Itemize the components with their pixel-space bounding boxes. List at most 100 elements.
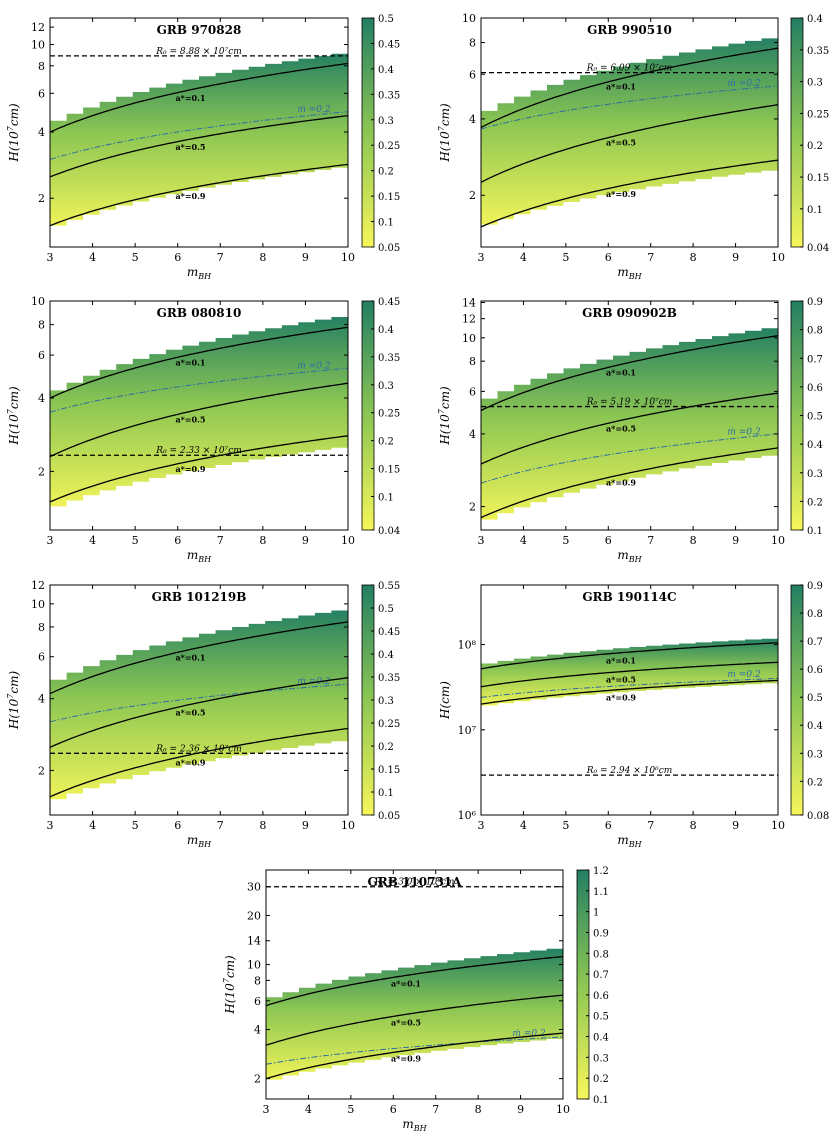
spin-label-3: a*=0.9 bbox=[606, 478, 636, 488]
colorbar-tick-label: 0.7 bbox=[807, 354, 823, 365]
panel-1: R₀ = 8.88 × 10⁷cm ṁ =0.2 a*=0.1 a*=0.5 a*=0.… bbox=[6, 14, 400, 281]
y-axis-label: H(107cm) bbox=[437, 386, 452, 446]
mdot-line bbox=[480, 85, 779, 130]
r0-label: R₀ = 6.09 × 10⁷cm bbox=[586, 64, 673, 74]
x-tick-label: 6 bbox=[605, 534, 612, 547]
colorbar-tick-label: 0.45 bbox=[378, 627, 400, 638]
x-tick-label: 6 bbox=[390, 1103, 397, 1116]
colorbar-tick-label: 0.04 bbox=[807, 243, 829, 254]
y-axis-label: H(107cm) bbox=[6, 103, 21, 163]
x-axis-label: mBH bbox=[402, 1117, 427, 1133]
colorbar-tick-label: 0.08 bbox=[807, 811, 829, 822]
chart-title: GRB 101219B bbox=[152, 590, 247, 604]
y-tick-label: 10 bbox=[247, 959, 261, 972]
chart-title: GRB 990510 bbox=[587, 23, 672, 37]
colorbar-tick-label: 0.1 bbox=[807, 526, 823, 537]
y-tick-label: 8 bbox=[38, 621, 45, 634]
colorbar-tick-label: 0.7 bbox=[807, 637, 823, 648]
colorbar-tick-label: 0.4 bbox=[593, 1033, 609, 1044]
y-tick-label: 6 bbox=[38, 87, 45, 100]
x-tick-label: 5 bbox=[132, 819, 139, 832]
colorbar-tick-label: 0.5 bbox=[807, 693, 823, 704]
y-axis-label: H(107cm) bbox=[6, 671, 21, 731]
colorbar: 0.08 0.2 0.3 0.4 0.5 0.6 0.7 0.8 0.9 bbox=[790, 581, 829, 822]
colorbar-tick-label: 0.9 bbox=[593, 928, 609, 939]
colorbar-tick-label: 0.25 bbox=[378, 141, 400, 152]
colorbar-tick-label: 0.35 bbox=[378, 353, 400, 364]
y-tick-label: 14 bbox=[247, 935, 261, 948]
x-tick-label: 7 bbox=[647, 819, 654, 832]
spin-curve-1 bbox=[49, 621, 349, 695]
y-tick-label: 10⁷ bbox=[458, 724, 477, 737]
x-tick-label: 7 bbox=[217, 251, 224, 264]
colorbar-tick-label: 1.1 bbox=[593, 887, 609, 898]
x-tick-label: 4 bbox=[305, 1103, 312, 1116]
spin-label-3: a*=0.9 bbox=[606, 189, 636, 199]
x-tick-label: 5 bbox=[132, 534, 139, 547]
spin-label-1: a*=0.1 bbox=[175, 93, 205, 103]
x-tick-label: 4 bbox=[89, 534, 96, 547]
mdot-line bbox=[265, 1036, 564, 1065]
mdot-label: ṁ =0.2 bbox=[297, 361, 331, 371]
x-tick-label: 10 bbox=[341, 534, 355, 547]
x-tick-label: 3 bbox=[263, 1103, 270, 1116]
spin-curve-2 bbox=[480, 661, 779, 688]
r0-label: R₀ = 3.0 × 10⁸cm bbox=[374, 878, 455, 888]
colorbar-tick-label: 0.2 bbox=[378, 167, 394, 178]
spin-curve-1 bbox=[480, 47, 779, 129]
y-tick-label: 6 bbox=[469, 385, 476, 398]
x-tick-label: 4 bbox=[520, 251, 527, 264]
panel-2: R₀ = 6.09 × 10⁷cm ṁ =0.2 a*=0.1 a*=0.5 a*=0.… bbox=[437, 12, 829, 281]
panel-6: R₀ = 2.94 × 10⁶cm ṁ =0.2 a*=0.1 a*=0.5 a*=0.… bbox=[438, 581, 829, 849]
colorbar-tick-label: 0.5 bbox=[807, 412, 823, 423]
spin-curve-1 bbox=[480, 642, 779, 670]
colorbar-tick-label: 0.35 bbox=[378, 673, 400, 684]
colorbar-tick-label: 0.4 bbox=[378, 65, 394, 76]
y-tick-label: 6 bbox=[38, 349, 45, 362]
x-tick-label: 9 bbox=[732, 534, 739, 547]
spin-label-3: a*=0.9 bbox=[175, 758, 205, 768]
x-tick-label: 6 bbox=[605, 819, 612, 832]
plot-frame bbox=[480, 300, 779, 531]
spin-curve-2 bbox=[49, 677, 349, 748]
y-tick-label: 12 bbox=[31, 579, 45, 592]
mdot-label: ṁ =0.2 bbox=[727, 670, 761, 680]
r0-label: R₀ = 2.36 × 10⁷cm bbox=[155, 744, 242, 754]
mdot-label: ṁ =0.2 bbox=[727, 427, 761, 437]
colorbar-tick-label: 0.1 bbox=[378, 788, 394, 799]
colorbar-tick-label: 0.4 bbox=[807, 440, 823, 451]
spin-curve-2 bbox=[49, 114, 349, 178]
y-tick-label: 4 bbox=[38, 693, 45, 706]
x-tick-label: 3 bbox=[47, 819, 54, 832]
plot-frame bbox=[265, 869, 564, 1100]
colorbar-tick-label: 0.04 bbox=[378, 526, 400, 537]
y-tick-label: 8 bbox=[254, 974, 261, 987]
x-tick-label: 6 bbox=[174, 819, 181, 832]
x-tick-label: 10 bbox=[771, 251, 785, 264]
colorbar-fill bbox=[576, 869, 590, 1100]
spin-curve-2 bbox=[480, 104, 779, 183]
colorbar-tick-label: 0.25 bbox=[807, 109, 829, 120]
shaded-band bbox=[266, 947, 563, 1085]
colorbar: 0.05 0.1 0.15 0.2 0.25 0.3 0.35 0.4 0.45 0.5 0.55 bbox=[361, 581, 400, 822]
mdot-label: ṁ =0.2 bbox=[297, 105, 331, 115]
colorbar-tick-label: 0.2 bbox=[593, 1074, 609, 1085]
y-tick-label: 2 bbox=[38, 465, 45, 478]
shaded-band bbox=[481, 325, 778, 527]
spin-curve-1 bbox=[265, 955, 564, 1007]
x-tick-label: 7 bbox=[432, 1103, 439, 1116]
colorbar-tick-label: 0.9 bbox=[807, 581, 823, 592]
spin-curve-1 bbox=[49, 62, 349, 133]
colorbar-tick-label: 1 bbox=[593, 908, 599, 919]
colorbar-tick-label: 0.7 bbox=[593, 970, 609, 981]
colorbar-tick-label: 0.2 bbox=[807, 141, 823, 152]
x-tick-label: 5 bbox=[562, 251, 569, 264]
y-tick-label: 10 bbox=[31, 295, 45, 308]
chart-title: GRB 970828 bbox=[157, 23, 242, 37]
y-tick-label: 6 bbox=[254, 995, 261, 1008]
mdot-label: ṁ =0.2 bbox=[727, 79, 761, 89]
y-tick-label: 8 bbox=[38, 60, 45, 73]
colorbar-tick-label: 0.55 bbox=[378, 581, 400, 592]
colorbar-tick-label: 0.3 bbox=[807, 469, 823, 480]
